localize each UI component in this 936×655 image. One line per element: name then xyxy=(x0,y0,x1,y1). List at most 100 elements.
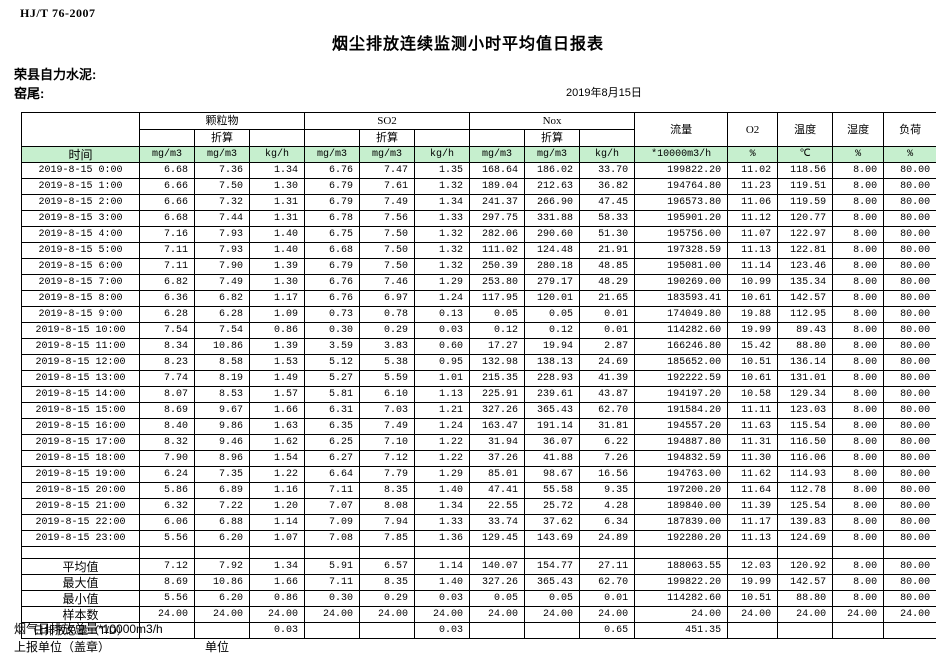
spacer-cell xyxy=(139,546,195,559)
cell-load: 80.00 xyxy=(883,498,936,515)
cell-pm-kgh: 1.54 xyxy=(248,450,306,467)
cell-nox: 132.98 xyxy=(469,354,526,371)
cell-pm-converted: 9.67 xyxy=(194,402,250,419)
header-time-blank xyxy=(21,112,140,147)
cell-nox-converted: 25.72 xyxy=(524,498,581,515)
cell-so2-kgh: 1.22 xyxy=(414,434,471,451)
cell-nox-kgh: 24.89 xyxy=(579,530,636,547)
cell-pm-converted: 10.86 xyxy=(194,338,250,355)
spacer-cell xyxy=(579,546,636,559)
table-row: 2019-8-15 19:00 6.24 7.35 1.22 6.64 7.79 1.29 8… xyxy=(21,466,936,483)
cell-temperature: 136.14 xyxy=(777,354,834,371)
cell-o2: 11.07 xyxy=(727,226,779,243)
cell-so2-converted: 7.79 xyxy=(359,466,416,483)
cell-nox: 117.95 xyxy=(469,290,526,307)
cell-flow: 197200.20 xyxy=(634,482,729,499)
table-row: 2019-8-15 17:00 8.32 9.46 1.62 6.25 7.10 1.22 3… xyxy=(21,434,936,451)
cell-temperature: 116.50 xyxy=(777,434,834,451)
cell-flow: 197328.59 xyxy=(634,242,729,259)
daily-total-humidity xyxy=(832,622,885,639)
cell-so2-converted: 6.10 xyxy=(359,386,416,403)
summary-cell-so2: 0.30 xyxy=(304,590,361,607)
cell-so2-kgh: 1.34 xyxy=(414,194,471,211)
cell-nox-kgh: 31.81 xyxy=(579,418,636,435)
cell-humidity: 8.00 xyxy=(832,514,885,531)
cell-nox-kgh: 47.45 xyxy=(579,194,636,211)
summary-cell-load: 80.00 xyxy=(883,574,936,591)
cell-time: 2019-8-15 17:00 xyxy=(21,434,140,451)
cell-pm: 8.23 xyxy=(139,354,195,371)
cell-load: 80.00 xyxy=(883,306,936,323)
cell-so2: 5.27 xyxy=(304,370,361,387)
cell-pm: 8.32 xyxy=(139,434,195,451)
cell-time: 2019-8-15 12:00 xyxy=(21,354,140,371)
cell-pm-converted: 7.93 xyxy=(194,242,250,259)
cell-so2: 5.81 xyxy=(304,386,361,403)
cell-pm-kgh: 1.53 xyxy=(248,354,306,371)
cell-humidity: 8.00 xyxy=(832,386,885,403)
cell-load: 80.00 xyxy=(883,418,936,435)
header-time: 时间 xyxy=(21,146,140,163)
cell-nox-converted: 290.60 xyxy=(524,226,581,243)
summary-cell-o2: 12.03 xyxy=(727,558,779,575)
table-row: 2019-8-15 8:00 6.36 6.82 1.17 6.76 6.97 1.24 11… xyxy=(21,290,936,307)
cell-nox: 282.06 xyxy=(469,226,526,243)
cell-nox-kgh: 6.22 xyxy=(579,434,636,451)
summary-cell-so2-kgh: 1.14 xyxy=(414,558,471,575)
cell-so2: 6.35 xyxy=(304,418,361,435)
table-row: 2019-8-15 6:00 7.11 7.90 1.39 6.79 7.50 1.32 25… xyxy=(21,258,936,275)
cell-load: 80.00 xyxy=(883,338,936,355)
daily-total-nox-converted xyxy=(524,622,581,639)
summary-cell-nox-kgh: 62.70 xyxy=(579,574,636,591)
cell-nox-converted: 191.14 xyxy=(524,418,581,435)
summary-cell-load: 80.00 xyxy=(883,590,936,607)
cell-so2: 7.11 xyxy=(304,482,361,499)
cell-so2: 0.73 xyxy=(304,306,361,323)
cell-nox: 22.55 xyxy=(469,498,526,515)
cell-pm: 5.56 xyxy=(139,530,195,547)
cell-time: 2019-8-15 15:00 xyxy=(21,402,140,419)
cell-o2: 11.23 xyxy=(727,178,779,195)
cell-nox-converted: 186.02 xyxy=(524,162,581,179)
cell-time: 2019-8-15 3:00 xyxy=(21,210,140,227)
cell-so2-kgh: 1.32 xyxy=(414,242,471,259)
cell-so2: 6.76 xyxy=(304,290,361,307)
daily-total-load xyxy=(883,622,936,639)
cell-nox-kgh: 62.70 xyxy=(579,402,636,419)
cell-temperature: 115.54 xyxy=(777,418,834,435)
cell-temperature: 142.57 xyxy=(777,290,834,307)
summary-cell-so2: 5.91 xyxy=(304,558,361,575)
cell-pm: 8.07 xyxy=(139,386,195,403)
cell-pm-converted: 7.32 xyxy=(194,194,250,211)
daily-total-o2 xyxy=(727,622,779,639)
cell-nox: 225.91 xyxy=(469,386,526,403)
summary-cell-load: 80.00 xyxy=(883,558,936,575)
cell-so2-converted: 7.46 xyxy=(359,274,416,291)
spacer-cell xyxy=(832,546,885,559)
spacer-cell xyxy=(883,546,936,559)
cell-so2: 6.79 xyxy=(304,194,361,211)
cell-flow: 194764.80 xyxy=(634,178,729,195)
cell-so2-kgh: 1.29 xyxy=(414,274,471,291)
summary-cell-temperature: 120.92 xyxy=(777,558,834,575)
cell-nox-kgh: 43.87 xyxy=(579,386,636,403)
cell-nox: 253.80 xyxy=(469,274,526,291)
cell-load: 80.00 xyxy=(883,258,936,275)
summary-cell-pm: 7.12 xyxy=(139,558,195,575)
header-group-temperature: 温度 xyxy=(777,112,834,147)
cell-so2-converted: 7.61 xyxy=(359,178,416,195)
cell-so2: 7.07 xyxy=(304,498,361,515)
cell-humidity: 8.00 xyxy=(832,450,885,467)
cell-pm-converted: 7.93 xyxy=(194,226,250,243)
footer-reporting-unit: 上报单位（盖章） xyxy=(14,640,111,654)
cell-pm: 7.16 xyxy=(139,226,195,243)
cell-time: 2019-8-15 18:00 xyxy=(21,450,140,467)
cell-pm-kgh: 1.30 xyxy=(248,178,306,195)
report-table-container: 颗粒物 SO2 Nox 流量 O2 温度 湿度 负荷 折算 折算 折算 xyxy=(21,112,936,639)
table-header: 颗粒物 SO2 Nox 流量 O2 温度 湿度 负荷 折算 折算 折算 xyxy=(21,112,936,163)
summary-cell-pm-kgh: 1.66 xyxy=(248,574,306,591)
summary-cell-o2: 19.99 xyxy=(727,574,779,591)
cell-o2: 11.06 xyxy=(727,194,779,211)
spacer-cell xyxy=(634,546,729,559)
cell-o2: 11.11 xyxy=(727,402,779,419)
